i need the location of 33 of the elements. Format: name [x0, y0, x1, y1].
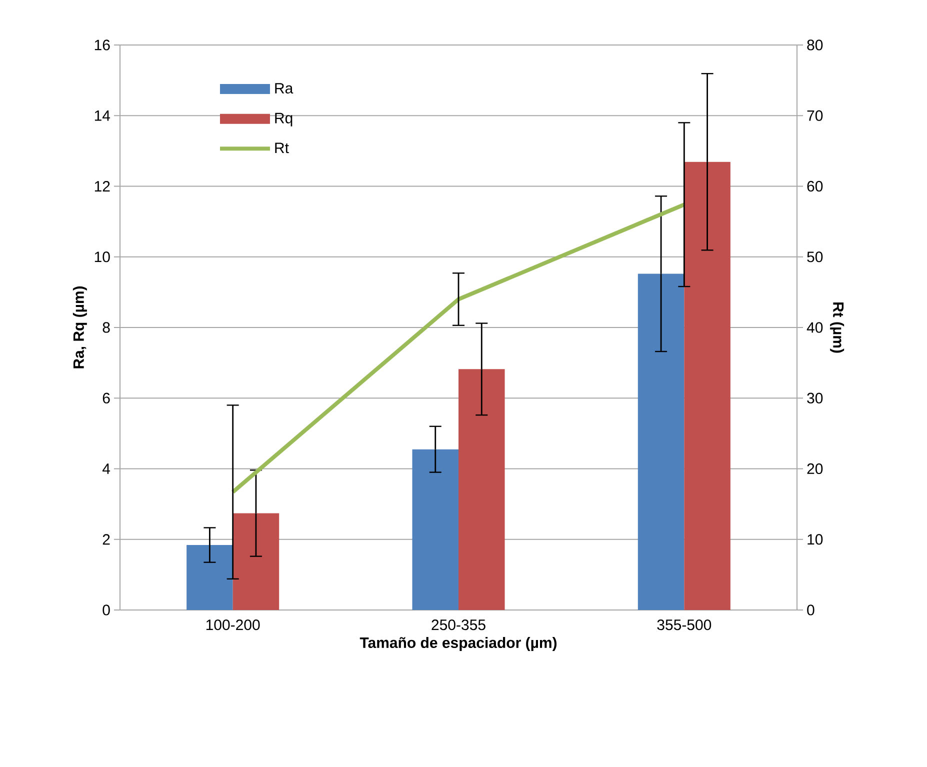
y-tick-label: 12	[94, 180, 110, 192]
x-axis-title: Tamaño de espaciador (µm)	[360, 637, 557, 651]
y2-tick-label: 60	[807, 180, 823, 192]
bar	[638, 274, 684, 610]
bar	[232, 513, 280, 610]
y-tick-label: 6	[102, 392, 110, 404]
y2-tick-label: 80	[807, 40, 823, 50]
y-tick-label: 2	[102, 534, 110, 545]
y2-axis-title: Rt (µm)	[830, 302, 844, 353]
y2-tick-label: 20	[807, 463, 823, 474]
y-tick-label: 4	[102, 464, 110, 474]
y2-tick-label: 50	[807, 252, 823, 262]
x-tick-label: 355-500	[657, 620, 712, 630]
y-tick-label: 16	[94, 40, 110, 50]
y2-tick-label: 30	[807, 392, 823, 404]
y2-tick-label: 0	[807, 604, 814, 616]
x-tick-label: 100-200	[206, 620, 260, 630]
bar	[412, 449, 458, 610]
y-tick-label: 8	[102, 322, 110, 333]
y-tick-label: 10	[94, 252, 110, 262]
bar	[186, 545, 233, 610]
bar	[458, 369, 505, 610]
y2-tick-label: 40	[806, 322, 823, 333]
legend-label: Rt	[275, 142, 289, 154]
x-tick-label: 250-355	[432, 620, 486, 630]
y2-tick-label: 10	[808, 534, 823, 545]
y-tick-label: 0	[102, 604, 110, 616]
y-axis-title: Ra, Rq (µm)	[72, 286, 87, 368]
bar	[684, 162, 730, 610]
legend-label: Rq	[275, 112, 292, 126]
legend-label: Ra	[275, 83, 294, 94]
y2-tick-label: 70	[807, 110, 823, 121]
y-tick-label: 14	[94, 110, 110, 121]
